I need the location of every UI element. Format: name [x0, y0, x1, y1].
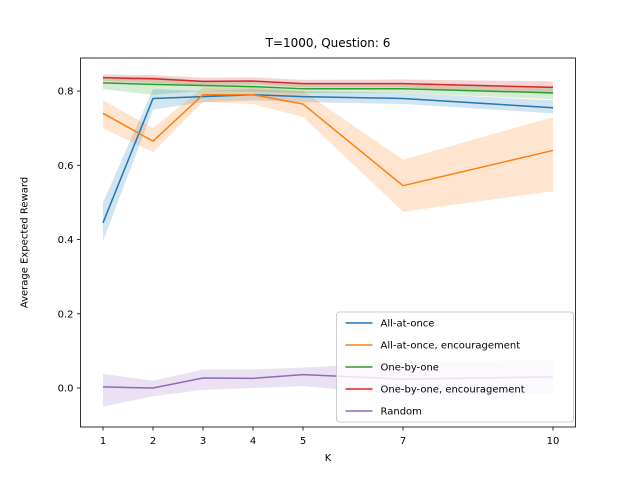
axes: 1 2 3 4 5 7 10 0.0 0.2 0.4 0.6 0.8: [58, 57, 576, 447]
x-axis-label: K: [325, 453, 332, 464]
chart-title: T=1000, Question: 6: [265, 36, 391, 50]
band-all-at-once-encouragement: [103, 87, 553, 212]
legend-label-random: Random: [381, 407, 422, 418]
x-tick-label: 5: [300, 436, 306, 447]
legend: All-at-once All-at-once, encouragement One…: [336, 311, 574, 423]
x-tick-label: 1: [100, 436, 106, 447]
y-tick-label: 0.6: [58, 161, 74, 172]
x-tick-label: 10: [547, 436, 560, 447]
x-tick-label: 4: [250, 436, 256, 447]
line-one-by-one-encouragement: [102, 76, 554, 89]
legend-label-all-at-once: All-at-once: [381, 319, 435, 330]
line-all-at-once-encouragement: [102, 94, 554, 187]
y-tick-label: 0.2: [58, 309, 74, 320]
line-one-by-one: [102, 82, 554, 94]
legend-label-one-by-one-encouragement: One-by-one, encouragement: [381, 385, 525, 396]
y-axis-label: Average Expected Reward: [20, 177, 31, 308]
legend-label-all-at-once-encouragement: All-at-once, encouragement: [381, 341, 521, 352]
legend-frame: [336, 311, 574, 423]
x-tick-label: 2: [150, 436, 156, 447]
y-tick-label: 0.0: [58, 384, 74, 395]
x-tick-label: 7: [400, 436, 406, 447]
plot-spines: [80, 57, 576, 428]
y-tick-label: 0.8: [58, 87, 74, 98]
x-tick-label: 3: [200, 436, 206, 447]
y-tick-label: 0.4: [58, 235, 74, 246]
legend-label-one-by-one: One-by-one: [381, 363, 439, 374]
